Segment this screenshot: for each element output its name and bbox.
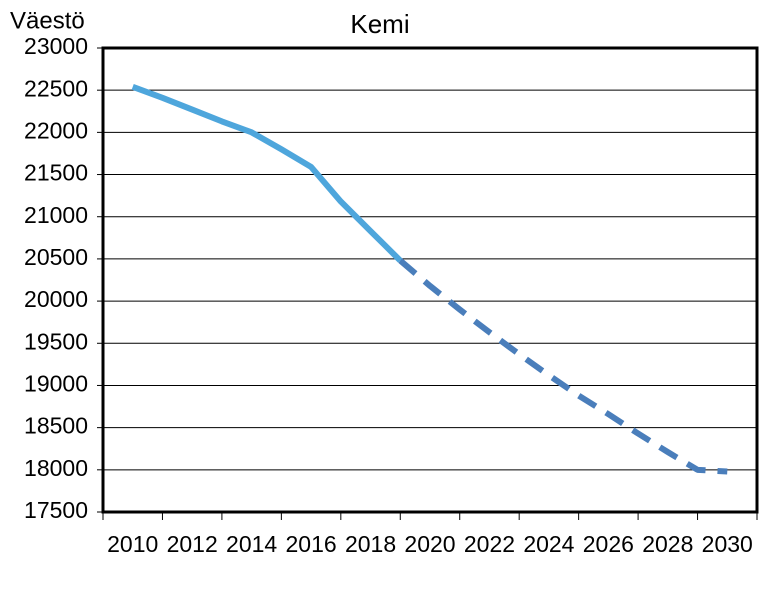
y-tick-label: 19000 (24, 371, 88, 397)
series-line (398, 258, 728, 475)
x-tick-label: 2028 (642, 531, 693, 557)
x-tick-label: 2020 (404, 531, 455, 557)
x-tick-label: 2022 (464, 531, 515, 557)
y-tick-label: 19500 (24, 328, 88, 354)
x-tick-label: 2018 (345, 531, 396, 557)
x-tick-label: 2026 (583, 531, 634, 557)
series-line (131, 83, 403, 263)
y-tick-label: 22000 (24, 117, 88, 143)
y-tick-label: 18500 (24, 413, 88, 439)
y-tick-label: 17500 (24, 497, 88, 523)
x-tick-label: 2030 (702, 531, 753, 557)
y-tick-label: 20000 (24, 286, 88, 312)
x-tick-label: 2024 (523, 531, 574, 557)
x-tick-label: 2014 (226, 531, 277, 557)
y-tick-label: 18000 (24, 455, 88, 481)
y-tick-label: 21000 (24, 202, 88, 228)
x-tick-label: 2016 (286, 531, 337, 557)
y-axis-title: Väestö (10, 7, 85, 34)
y-tick-label: 22500 (24, 75, 88, 101)
chart-title: Kemi (350, 9, 409, 39)
y-tick-label: 20500 (24, 244, 88, 270)
x-tick-label: 2012 (167, 531, 218, 557)
plot-frame (101, 46, 759, 514)
y-tick-label: 23000 (24, 33, 88, 59)
y-tick-label: 21500 (24, 160, 88, 186)
x-tick-label: 2010 (107, 531, 158, 557)
